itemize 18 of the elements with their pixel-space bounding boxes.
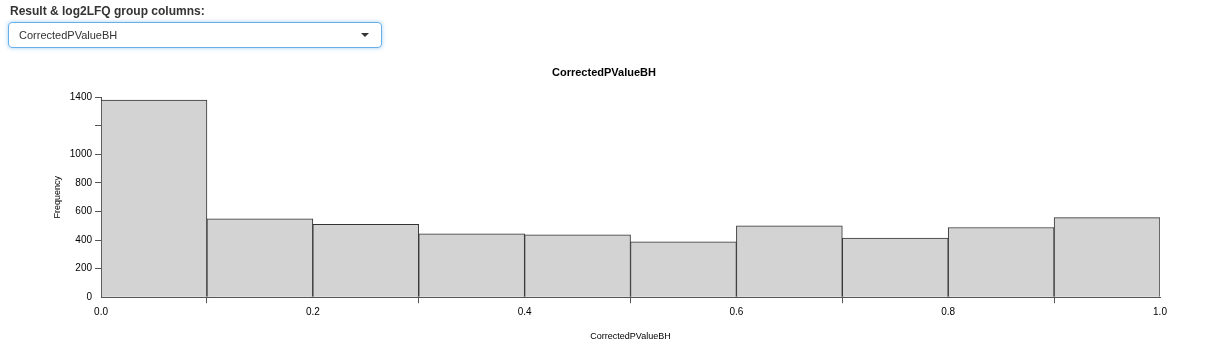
x-tick-label: 0.2 — [305, 305, 321, 317]
x-tick-label: 0.6 — [729, 305, 744, 317]
y-tick-label: 0 — [86, 290, 93, 302]
text: Result & log2LFQ group columns: — [9, 3, 206, 20]
x-tick-label: 0.4 — [517, 305, 533, 317]
chart-title: CorrectedPValueBH — [552, 65, 657, 78]
y-tick-label: 200 — [75, 262, 93, 274]
y-tick-label: 400 — [75, 233, 93, 245]
x-tick-label: 1.0 — [1153, 305, 1168, 317]
y-tick-label: 1400 — [69, 90, 93, 102]
dropdown: CorrectedPValueBH — [8, 22, 382, 48]
y-tick-label: 800 — [75, 176, 93, 188]
y-tick-label: 600 — [75, 205, 93, 217]
x-axis-title: CorrectedPValueBH — [590, 331, 671, 342]
x-tick-label: 0.8 — [941, 305, 956, 317]
y-tick-label: 1000 — [69, 148, 93, 160]
y-axis-title: Frequency — [51, 175, 62, 219]
x-tick-label: 0.0 — [94, 305, 109, 317]
